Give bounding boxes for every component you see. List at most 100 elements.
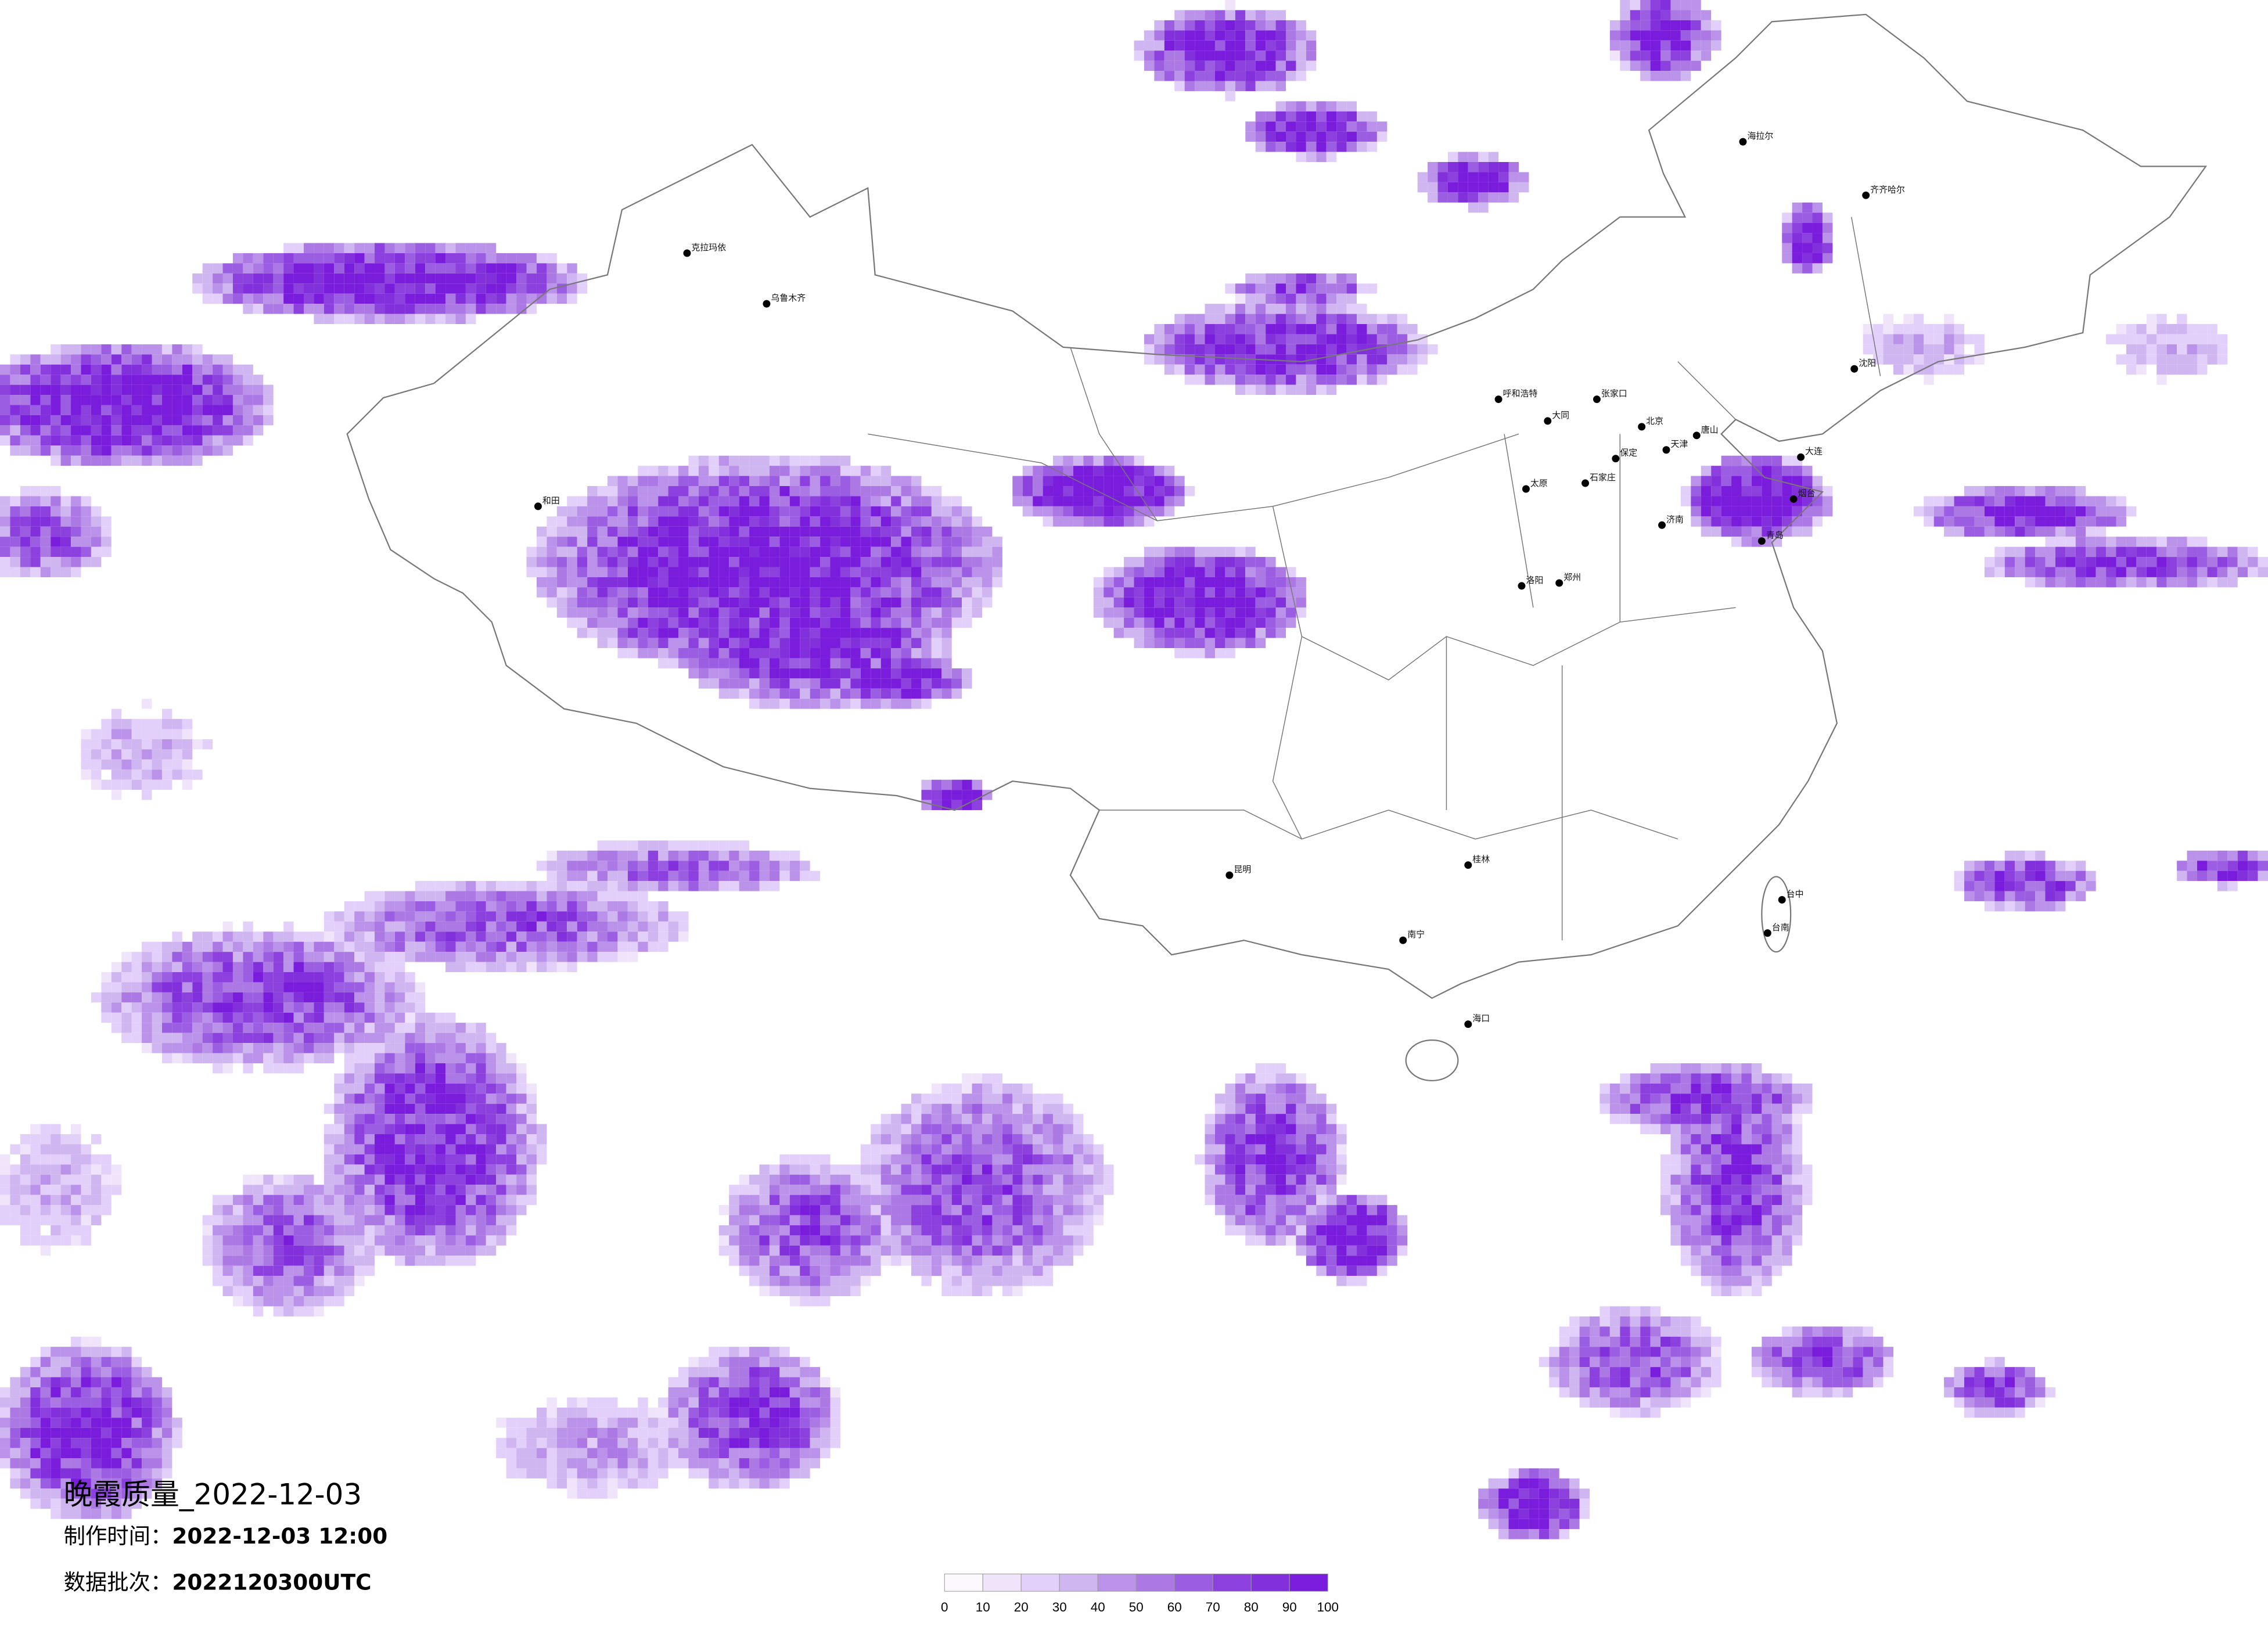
raster-cell: [830, 1225, 840, 1236]
raster-cell: [1255, 293, 1266, 304]
raster-cell: [0, 1215, 10, 1225]
raster-cell: [243, 1235, 253, 1246]
raster-cell: [152, 941, 162, 952]
raster-cell: [921, 1245, 932, 1256]
raster-cell: [1245, 51, 1256, 61]
raster-cell: [850, 577, 861, 588]
raster-cell: [435, 901, 446, 912]
raster-cell: [293, 1195, 304, 1206]
raster-cell: [789, 587, 800, 598]
raster-cell: [577, 283, 588, 294]
raster-cell: [283, 263, 294, 274]
raster-cell: [709, 1448, 719, 1459]
raster-cell: [1124, 567, 1134, 577]
raster-cell: [10, 1387, 20, 1398]
raster-cell: [658, 628, 668, 638]
raster-cell: [951, 1276, 962, 1286]
raster-cell: [1235, 1215, 1246, 1225]
raster-cell: [20, 384, 31, 395]
raster-cell: [678, 648, 689, 659]
raster-cell: [303, 1306, 314, 1316]
raster-cell: [1073, 1174, 1084, 1185]
raster-cell: [972, 546, 983, 557]
raster-cell: [941, 496, 952, 506]
raster-cell: [10, 1195, 20, 1206]
raster-cell: [405, 273, 415, 284]
raster-cell: [405, 1124, 415, 1135]
raster-cell: [121, 1438, 132, 1448]
raster-cell: [60, 1448, 71, 1459]
raster-cell: [941, 567, 952, 577]
raster-cell: [1205, 587, 1215, 598]
raster-cell: [486, 293, 497, 304]
raster-cell: [526, 901, 537, 912]
raster-cell: [60, 375, 71, 385]
raster-cell: [172, 344, 182, 355]
raster-cell: [375, 1154, 385, 1165]
raster-cell: [394, 1185, 405, 1195]
raster-cell: [243, 982, 253, 992]
raster-cell: [293, 1286, 304, 1297]
raster-cell: [405, 1134, 415, 1145]
raster-cell: [901, 648, 911, 659]
raster-cell: [10, 415, 20, 426]
raster-cell: [1296, 597, 1306, 608]
raster-cell: [1134, 476, 1144, 487]
raster-cell: [496, 921, 506, 932]
raster-cell: [293, 1063, 304, 1074]
raster-cell: [830, 1265, 840, 1276]
raster-cell: [1174, 60, 1185, 71]
raster-cell: [941, 790, 952, 800]
raster-cell: [121, 1347, 132, 1357]
raster-cell: [921, 1093, 932, 1104]
raster-cell: [344, 1083, 355, 1094]
raster-cell: [547, 870, 557, 882]
raster-cell: [40, 1367, 51, 1377]
raster-cell: [20, 1427, 31, 1438]
raster-cell: [921, 688, 932, 699]
raster-cell: [0, 1418, 10, 1428]
raster-cell: [435, 1256, 446, 1266]
raster-cell: [1245, 1205, 1256, 1215]
raster-cell: [81, 496, 91, 506]
raster-cell: [982, 1154, 993, 1165]
raster-cell: [0, 1195, 10, 1206]
raster-cell: [789, 1215, 800, 1225]
raster-cell: [516, 1458, 527, 1469]
raster-cell: [516, 941, 527, 952]
raster-cell: [30, 1387, 41, 1398]
raster-cell: [607, 901, 618, 912]
raster-cell: [40, 1347, 51, 1357]
raster-cell: [739, 1468, 750, 1478]
raster-cell: [567, 861, 577, 871]
raster-cell: [911, 516, 922, 527]
raster-cell: [850, 1174, 861, 1185]
raster-cell: [911, 1215, 922, 1225]
raster-cell: [415, 891, 426, 901]
raster-cell: [749, 658, 760, 668]
raster-cell: [931, 1114, 942, 1124]
raster-cell: [202, 992, 213, 1003]
raster-cell: [40, 1397, 51, 1408]
raster-cell: [394, 1235, 405, 1246]
raster-cell: [1285, 364, 1296, 375]
raster-cell: [800, 1377, 810, 1387]
raster-cell: [60, 1235, 71, 1246]
raster-cell: [10, 425, 20, 436]
raster-cell: [718, 537, 729, 547]
raster-cell: [375, 314, 385, 325]
raster-cell: [820, 1164, 831, 1175]
raster-cell: [81, 1144, 91, 1154]
raster-cell: [1174, 597, 1185, 608]
raster-cell: [253, 1185, 264, 1195]
raster-cell: [1144, 476, 1155, 487]
raster-cell: [1245, 60, 1256, 71]
raster-cell: [769, 688, 780, 699]
raster-cell: [131, 952, 142, 962]
raster-cell: [587, 901, 598, 912]
raster-cell: [182, 1033, 193, 1044]
raster-cell: [921, 1124, 932, 1135]
raster-cell: [840, 546, 851, 557]
raster-cell: [10, 526, 20, 537]
raster-cell: [415, 1083, 426, 1094]
